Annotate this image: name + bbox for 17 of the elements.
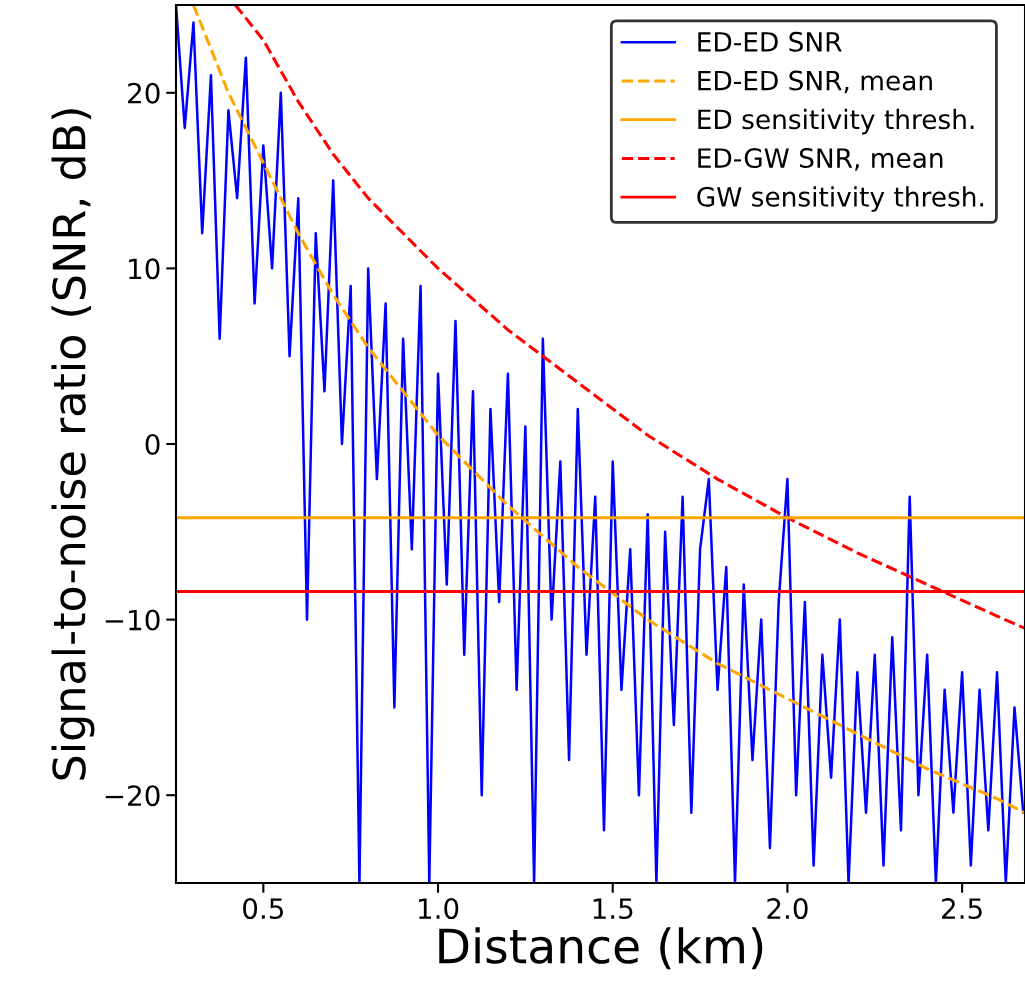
legend-label: ED sensitivity thresh. <box>698 108 974 135</box>
x-tick-label: 1.5 <box>593 898 633 920</box>
y-tick-label: −10 <box>105 609 160 631</box>
y-tick-label: 0 <box>145 433 160 455</box>
x-tick-label: 2.0 <box>767 898 808 920</box>
legend-label: GW sensitivity thresh. <box>697 186 984 212</box>
legend-label: ED-GW SNR, mean <box>698 148 943 171</box>
y-axis-title: Signal-to-noise ratio (SNR, dB) <box>51 109 95 780</box>
y-tick-label: 20 <box>128 82 160 104</box>
y-tick-label: 10 <box>129 258 160 280</box>
x-axis-title: Distance (km) <box>439 927 763 970</box>
x-tick-label: 0.5 <box>243 898 284 920</box>
legend-label: ED-ED SNR <box>698 31 842 52</box>
legend-label: ED-ED SNR, mean <box>698 70 932 94</box>
x-tick-label: 2.5 <box>942 898 982 920</box>
x-tick-label: 1.0 <box>419 898 459 920</box>
y-tick-label: −20 <box>105 785 160 807</box>
